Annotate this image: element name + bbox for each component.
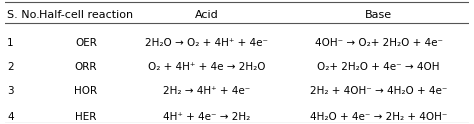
Text: 4H⁺ + 4e⁻ → 2H₂: 4H⁺ + 4e⁻ → 2H₂ (163, 112, 250, 122)
Text: 2H₂ + 4OH⁻ → 4H₂O + 4e⁻: 2H₂ + 4OH⁻ → 4H₂O + 4e⁻ (310, 86, 447, 96)
Text: S. No.: S. No. (7, 10, 40, 20)
Text: O₂+ 2H₂O + 4e⁻ → 4OH: O₂+ 2H₂O + 4e⁻ → 4OH (318, 62, 440, 72)
Text: ORR: ORR (75, 62, 97, 72)
Text: 2: 2 (7, 62, 14, 72)
Text: 4: 4 (7, 112, 14, 122)
Text: 4OH⁻ → O₂+ 2H₂O + 4e⁻: 4OH⁻ → O₂+ 2H₂O + 4e⁻ (315, 38, 443, 48)
Text: Acid: Acid (195, 10, 219, 20)
Text: HOR: HOR (74, 86, 98, 96)
Text: Half-cell reaction: Half-cell reaction (39, 10, 133, 20)
Text: 4H₂O + 4e⁻ → 2H₂ + 4OH⁻: 4H₂O + 4e⁻ → 2H₂ + 4OH⁻ (310, 112, 447, 122)
Text: 2H₂O → O₂ + 4H⁺ + 4e⁻: 2H₂O → O₂ + 4H⁺ + 4e⁻ (146, 38, 268, 48)
Text: Base: Base (365, 10, 392, 20)
Text: 3: 3 (7, 86, 14, 96)
Text: O₂ + 4H⁺ + 4e → 2H₂O: O₂ + 4H⁺ + 4e → 2H₂O (148, 62, 265, 72)
Text: OER: OER (75, 38, 97, 48)
Text: HER: HER (75, 112, 97, 122)
Text: 2H₂ → 4H⁺ + 4e⁻: 2H₂ → 4H⁺ + 4e⁻ (163, 86, 250, 96)
Text: 1: 1 (7, 38, 14, 48)
